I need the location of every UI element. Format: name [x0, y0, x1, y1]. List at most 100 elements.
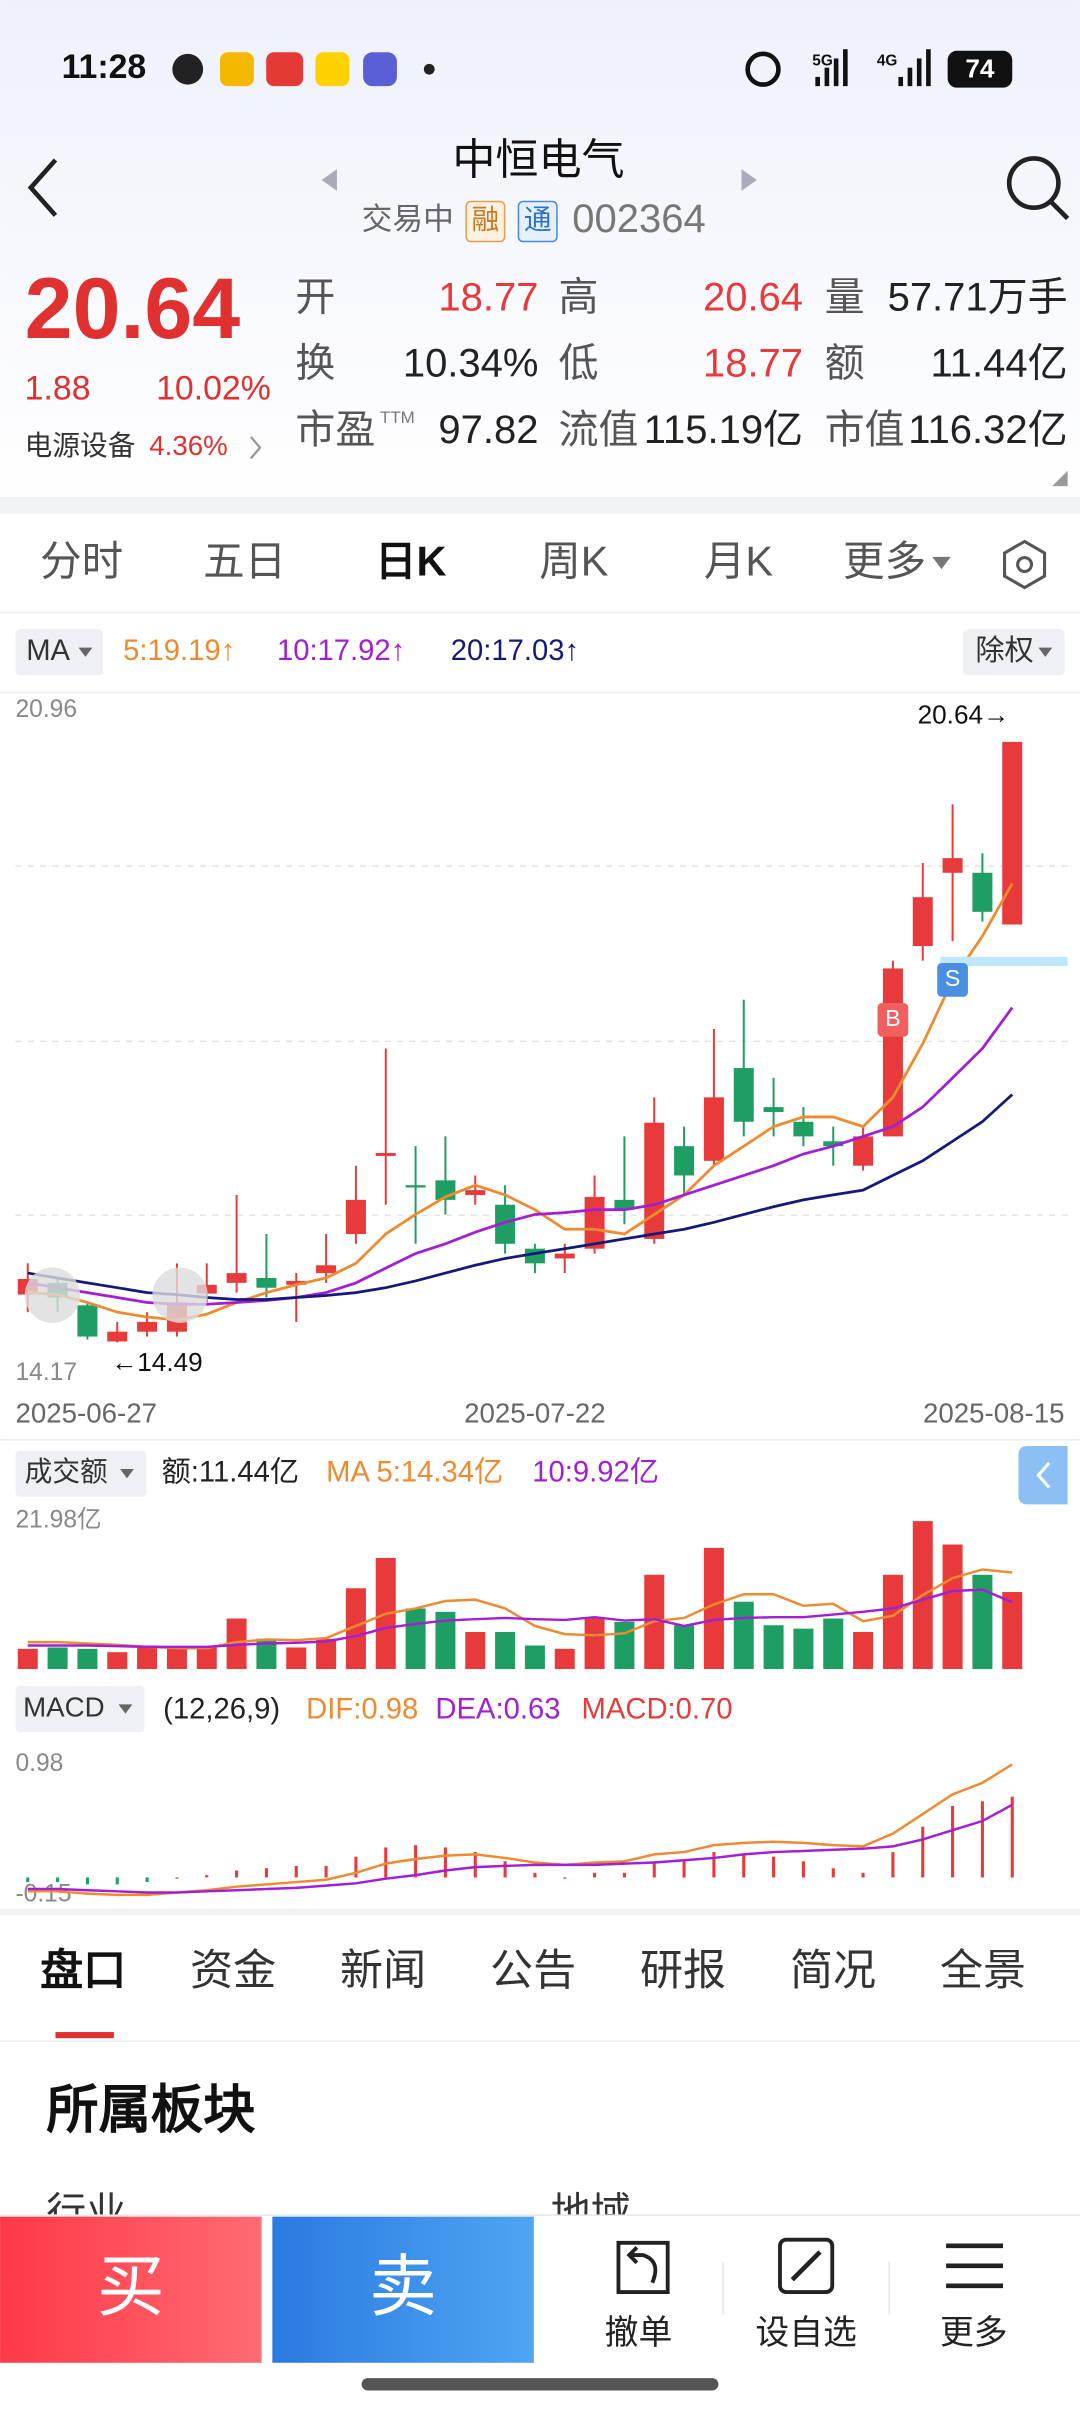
- ma-selector[interactable]: [15, 629, 104, 676]
- settings-button[interactable]: [1003, 539, 1047, 590]
- detail-tab[interactable]: 盘口: [40, 1946, 126, 1995]
- candle-body: [375, 1152, 396, 1156]
- collapse-arrow: [1036, 1461, 1051, 1489]
- action-label[interactable]: 更多: [940, 2314, 1008, 2352]
- macd-bar: [115, 1877, 119, 1885]
- detail-tab[interactable]: 资金: [190, 1947, 276, 1995]
- collapse-tab[interactable]: [1018, 1445, 1068, 1505]
- stat-label: 开: [295, 276, 335, 320]
- next-stock[interactable]: [741, 169, 757, 191]
- volume-bar: [674, 1625, 695, 1670]
- action-label[interactable]: 撤单: [605, 2314, 673, 2352]
- volume-bar: [47, 1647, 68, 1670]
- detail-tab[interactable]: 公告: [490, 1947, 576, 1995]
- macd-bar: [324, 1865, 328, 1878]
- volume-bar: [1002, 1592, 1023, 1670]
- cancel-icon: [616, 2240, 670, 2294]
- stat-value: 11.44亿: [931, 342, 1068, 386]
- volume-bar: [196, 1646, 217, 1670]
- back-button[interactable]: [27, 158, 58, 217]
- period-tab[interactable]: 五日: [203, 538, 286, 585]
- stat-value: 57.71万手: [888, 276, 1068, 320]
- volume-selector[interactable]: [15, 1450, 147, 1497]
- detail-tab[interactable]: 新闻: [340, 1947, 426, 1995]
- candle-body: [942, 858, 963, 873]
- tab-indicator: [55, 2032, 114, 2039]
- candle-body: [912, 897, 933, 946]
- scroll-handle[interactable]: [24, 1267, 81, 1323]
- scroll-handle[interactable]: [152, 1267, 208, 1323]
- settings-dot: [1016, 556, 1034, 574]
- separator: [0, 1908, 1080, 1916]
- ma-legend: 5:19.19↑: [123, 635, 235, 667]
- volume-bar: [465, 1632, 486, 1670]
- detail-tab[interactable]: 简况: [790, 1947, 876, 1995]
- network-label: 5G: [812, 53, 833, 70]
- stat-value: 97.82: [438, 408, 538, 452]
- macd-bar: [593, 1872, 597, 1878]
- x-tick-label: 2025-08-15: [923, 1398, 1065, 1429]
- stat-label: 市盈: [295, 408, 375, 452]
- macd-bar: [294, 1865, 298, 1878]
- volume-bar: [495, 1632, 516, 1670]
- macd-bar: [85, 1877, 89, 1885]
- volume-bar: [882, 1574, 903, 1670]
- stock-name: 中恒电气: [452, 136, 624, 184]
- action-label[interactable]: 设自选: [755, 2314, 856, 2352]
- y-tick-label: 14.17: [15, 1359, 77, 1386]
- volume-bar: [554, 1648, 575, 1670]
- candle-body: [345, 1199, 366, 1235]
- volume-bar: [793, 1628, 814, 1670]
- annotation: 20.64→: [918, 700, 1010, 730]
- home-indicator: [361, 2378, 719, 2391]
- stock-code: 002364: [572, 197, 705, 241]
- period-tab[interactable]: 更多: [843, 538, 926, 585]
- candle-body: [1002, 741, 1023, 925]
- macd-legend: DIF:0.98: [306, 1693, 418, 1725]
- macd-bar: [175, 1877, 179, 1879]
- y-tick-label: 20.96: [15, 696, 77, 723]
- search-button[interactable]: [1006, 156, 1070, 221]
- volume-bar: [286, 1647, 307, 1670]
- buy-label: 买: [97, 2250, 165, 2325]
- volume-bar: [733, 1601, 754, 1670]
- buy-button[interactable]: [0, 2216, 262, 2363]
- volume-bar: [77, 1648, 98, 1670]
- candle-body: [823, 1141, 844, 1147]
- prev-stock[interactable]: [321, 169, 337, 191]
- separator: [0, 496, 1080, 514]
- volume-bar: [316, 1638, 337, 1670]
- candle-body: [644, 1122, 665, 1239]
- stat-value: 116.32亿: [908, 408, 1067, 452]
- stat-label: 换: [295, 342, 335, 386]
- macd-bar: [831, 1868, 835, 1878]
- macd-bar: [921, 1826, 925, 1878]
- sell-button[interactable]: [272, 2216, 534, 2363]
- candle-body: [465, 1190, 486, 1195]
- volume-bar: [17, 1648, 38, 1670]
- trade-state: 交易中: [362, 202, 454, 237]
- detail-tab[interactable]: 全景: [940, 1947, 1026, 1995]
- macd-params: (12,26,9): [163, 1693, 280, 1725]
- volume-legend: MA 5:14.34亿: [326, 1455, 503, 1488]
- macd-selector[interactable]: [15, 1685, 145, 1733]
- candle-body: [256, 1277, 277, 1288]
- candle-body: [763, 1107, 784, 1112]
- macd-bar: [235, 1870, 239, 1878]
- volume-bar: [166, 1647, 187, 1670]
- macd-bar: [205, 1875, 209, 1878]
- ma-selector-label: MA: [26, 635, 70, 667]
- period-tab[interactable]: 分时: [40, 538, 123, 585]
- volume-legend: 10:9.92亿: [532, 1455, 659, 1488]
- period-tab[interactable]: 日K: [375, 538, 447, 585]
- period-tab[interactable]: 周K: [539, 538, 609, 585]
- macd-bar: [682, 1861, 686, 1878]
- stat-value: 10.34%: [403, 342, 539, 386]
- detail-tab[interactable]: 研报: [640, 1947, 726, 1995]
- sector-name[interactable]: 电源设备: [25, 430, 136, 461]
- candle-body: [882, 968, 903, 1137]
- y-tick-label: -0.15: [15, 1880, 71, 1907]
- adjust-selector[interactable]: [963, 629, 1065, 676]
- period-tab[interactable]: 月K: [704, 538, 774, 585]
